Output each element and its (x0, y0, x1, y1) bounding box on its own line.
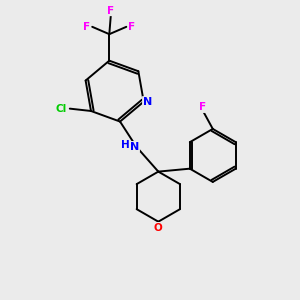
Text: F: F (199, 102, 206, 112)
Text: Cl: Cl (56, 103, 67, 114)
Text: O: O (154, 223, 163, 232)
Text: F: F (107, 6, 114, 16)
Text: H: H (121, 140, 129, 150)
Text: F: F (83, 22, 91, 32)
Text: N: N (130, 142, 140, 152)
Text: N: N (142, 97, 152, 107)
Text: F: F (128, 22, 135, 32)
